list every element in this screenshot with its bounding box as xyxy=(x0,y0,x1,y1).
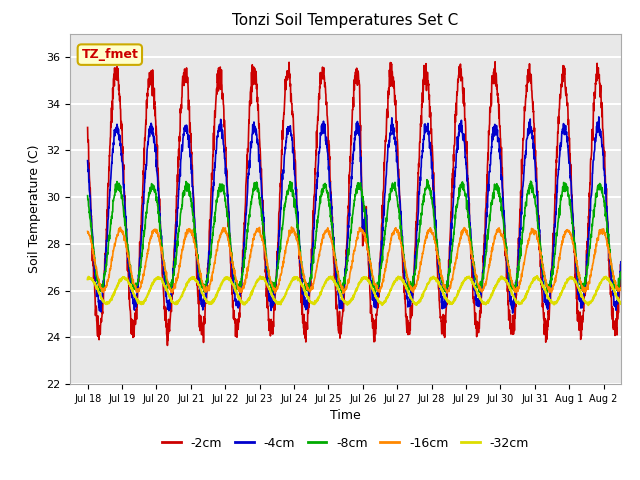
Title: Tonzi Soil Temperatures Set C: Tonzi Soil Temperatures Set C xyxy=(232,13,459,28)
Y-axis label: Soil Temperature (C): Soil Temperature (C) xyxy=(28,144,41,273)
X-axis label: Time: Time xyxy=(330,409,361,422)
Text: TZ_fmet: TZ_fmet xyxy=(81,48,138,61)
Legend: -2cm, -4cm, -8cm, -16cm, -32cm: -2cm, -4cm, -8cm, -16cm, -32cm xyxy=(157,432,534,455)
